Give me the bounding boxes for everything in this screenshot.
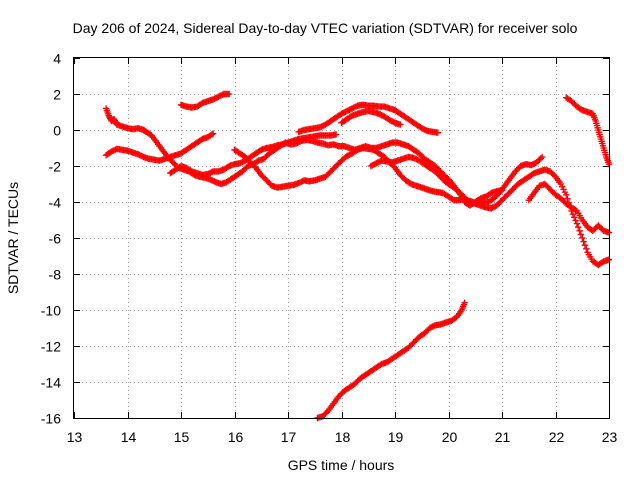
plot-frame — [73, 57, 610, 419]
x-tick-label: 20 — [442, 429, 458, 445]
series-track-12 — [314, 299, 468, 422]
axis-ticks — [74, 58, 610, 419]
y-tick-label: -14 — [41, 375, 61, 391]
y-tick-label: -12 — [41, 339, 61, 355]
y-tick-labels: -16 -14 -12 -10 -8 -6 -4 -2 0 2 4 — [41, 51, 61, 427]
y-tick-label: -10 — [41, 303, 61, 319]
data-point — [397, 121, 404, 128]
data-point — [209, 130, 217, 137]
x-tick-label: 17 — [281, 429, 297, 445]
y-tick-label: -4 — [49, 195, 62, 211]
grid-lines — [74, 58, 609, 418]
x-tick-label: 18 — [335, 429, 351, 445]
data-point — [208, 131, 215, 138]
series-track-9 — [461, 187, 506, 209]
x-tick-label: 22 — [549, 429, 565, 445]
data-point — [569, 211, 577, 218]
x-tick-label: 21 — [495, 429, 511, 445]
data-point — [577, 231, 585, 238]
data-series — [102, 90, 613, 422]
data-point — [537, 155, 544, 162]
data-point — [332, 131, 340, 138]
series-track-5 — [177, 90, 233, 111]
data-point — [575, 224, 582, 231]
y-tick-label: 0 — [53, 123, 61, 139]
series-track-3 — [167, 131, 340, 179]
series-track-4 — [231, 144, 613, 269]
data-point — [580, 238, 587, 245]
data-point — [461, 299, 468, 306]
y-tick-label: 2 — [53, 87, 61, 103]
series-track-2 — [102, 130, 217, 164]
x-tick-labels: 13 14 15 16 17 18 19 20 21 22 23 — [67, 429, 618, 445]
x-tick-label: 13 — [67, 429, 83, 445]
data-point — [571, 214, 578, 221]
x-tick-label: 15 — [174, 429, 190, 445]
data-point — [583, 245, 590, 252]
data-point — [573, 220, 581, 227]
data-point — [498, 187, 506, 194]
data-point — [458, 193, 466, 200]
y-tick-label: -2 — [49, 159, 62, 175]
data-point — [434, 129, 441, 136]
chart-title: Day 206 of 2024, Sidereal Day-to-day VTE… — [73, 20, 578, 36]
data-point — [564, 195, 571, 202]
data-point — [226, 90, 233, 98]
y-tick-label: -6 — [49, 231, 62, 247]
x-axis-label: GPS time / hours — [288, 457, 395, 473]
y-tick-label: 4 — [53, 51, 61, 67]
series-track-8 — [367, 153, 466, 200]
x-tick-label: 19 — [388, 429, 404, 445]
data-point — [576, 227, 583, 234]
series-track-7 — [338, 107, 404, 128]
y-tick-label: -16 — [41, 411, 61, 427]
x-tick-label: 23 — [602, 429, 618, 445]
data-point — [579, 234, 586, 242]
data-point — [572, 217, 579, 224]
series-track-6 — [295, 101, 441, 136]
y-axis-label: SDTVAR / TECUs — [5, 182, 21, 294]
series-track-11 — [563, 94, 613, 168]
data-point — [581, 242, 589, 249]
x-tick-label: 14 — [121, 429, 137, 445]
series-track-10 — [525, 180, 613, 236]
x-tick-label: 16 — [228, 429, 244, 445]
y-tick-label: -8 — [49, 267, 62, 283]
data-point — [563, 191, 570, 198]
data-point — [538, 153, 546, 161]
